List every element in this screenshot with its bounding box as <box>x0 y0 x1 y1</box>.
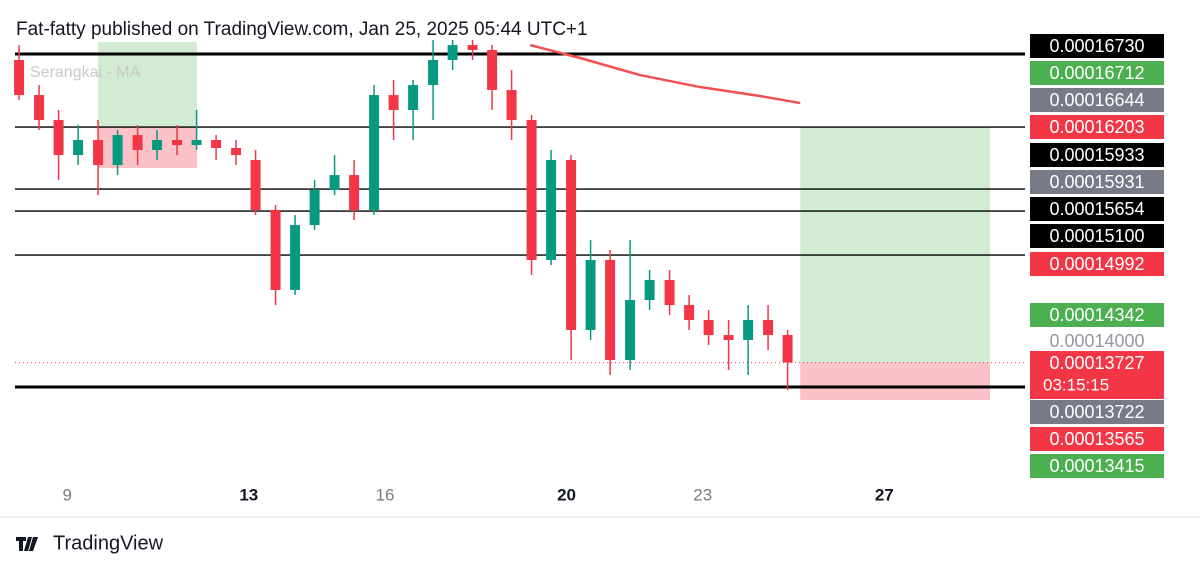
candle-body <box>388 95 399 110</box>
candle-body <box>703 320 714 336</box>
candle-body <box>172 140 183 146</box>
candle-body <box>250 160 261 210</box>
candle-body <box>211 140 222 148</box>
candle-body <box>625 300 636 360</box>
price-label-box <box>1030 351 1164 399</box>
price-label: 0.00013415 <box>1049 456 1144 476</box>
price-label-box <box>1030 303 1164 327</box>
candle-body <box>428 60 439 86</box>
x-tick-label: 9 <box>62 485 71 504</box>
candle-body <box>349 175 360 210</box>
price-label-box <box>1030 170 1164 194</box>
candle-body <box>270 210 281 290</box>
price-label-box <box>1030 197 1164 221</box>
price-label: 0.00015933 <box>1049 145 1144 165</box>
legend: Serangkai - MA <box>30 64 141 81</box>
x-tick-label: 23 <box>693 485 712 504</box>
countdown: 03:15:15 <box>1043 375 1109 394</box>
ma-line <box>529 43 801 105</box>
candle-body <box>585 260 596 330</box>
price-label: 0.00015654 <box>1049 199 1144 219</box>
candle-body <box>447 45 458 60</box>
x-tick-label: 16 <box>375 485 394 504</box>
price-label-box <box>1030 61 1164 85</box>
price-label: 0.00016203 <box>1049 117 1144 137</box>
candle-body <box>93 140 104 166</box>
price-label-box <box>1030 224 1164 248</box>
price-label-box <box>1030 88 1164 112</box>
candle-body <box>34 95 45 120</box>
candle-body <box>782 335 793 363</box>
candle-body <box>644 280 655 300</box>
candle-body <box>191 140 202 146</box>
price-label: 0.00013722 <box>1049 402 1144 422</box>
candle-body <box>526 120 537 260</box>
candle-body <box>763 320 774 336</box>
candle-body <box>566 160 577 330</box>
price-label-box <box>1030 252 1164 276</box>
candle-body <box>506 90 517 120</box>
candle-body <box>290 225 301 290</box>
price-label: 0.00015931 <box>1049 172 1144 192</box>
loss-zone <box>800 362 991 400</box>
price-label-box <box>1030 454 1164 478</box>
candle-body <box>73 140 84 156</box>
candle-body <box>112 135 123 166</box>
candle-body <box>152 140 163 150</box>
candle-body <box>53 120 64 156</box>
footer-brand: TradingView <box>53 532 164 554</box>
x-tick-label: 13 <box>239 485 258 504</box>
header: Fat-fatty published on TradingView.com, … <box>16 19 588 40</box>
price-label-box <box>1030 427 1164 451</box>
candle-body <box>487 50 498 90</box>
profit-zone <box>98 42 198 128</box>
price-label: 0.00016644 <box>1049 90 1144 110</box>
price-label-box <box>1030 115 1164 139</box>
price-label-box <box>1030 329 1164 353</box>
price-label: 0.00016712 <box>1049 63 1144 83</box>
price-label-box <box>1030 143 1164 167</box>
logo <box>16 537 38 551</box>
candle-body <box>231 148 242 156</box>
candle-body <box>369 95 380 210</box>
candle-body <box>309 190 320 226</box>
candle-body <box>684 305 695 320</box>
candle-body <box>408 85 419 110</box>
candle-body <box>14 60 25 96</box>
x-tick-label: 27 <box>875 485 894 504</box>
candle-body <box>723 335 734 340</box>
candle-body <box>329 175 340 190</box>
price-label: 0.00014992 <box>1049 254 1144 274</box>
price-label: 0.00013565 <box>1049 429 1144 449</box>
price-label: 0.00014000 <box>1049 331 1144 351</box>
candle-body <box>546 160 557 260</box>
candle-body <box>664 280 675 306</box>
candle-body <box>743 320 754 340</box>
price-label-box <box>1030 400 1164 424</box>
candle-body <box>132 135 143 150</box>
x-tick-label: 20 <box>557 485 576 504</box>
candle-body <box>467 45 478 50</box>
price-label: 0.00013727 <box>1049 353 1144 373</box>
candle-body <box>605 260 616 360</box>
price-label: 0.00015100 <box>1049 226 1144 246</box>
price-label-box <box>1030 34 1164 58</box>
price-label: 0.00014342 <box>1049 305 1144 325</box>
price-label: 0.00016730 <box>1049 36 1144 56</box>
profit-zone <box>800 127 991 363</box>
